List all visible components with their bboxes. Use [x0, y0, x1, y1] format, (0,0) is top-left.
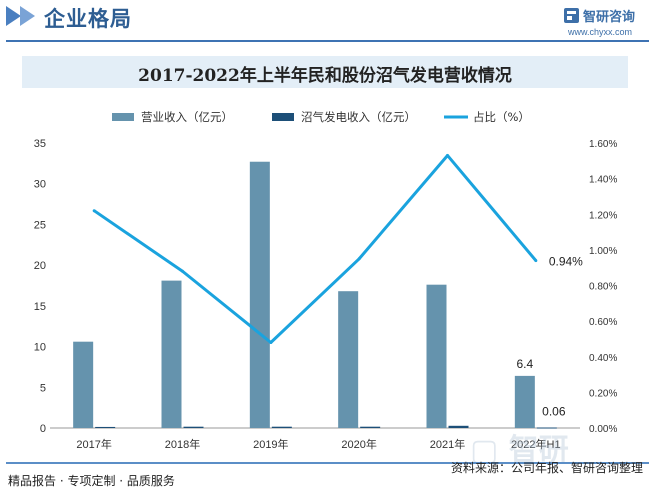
biogas-revenue-bar — [183, 426, 204, 428]
brand-url: www.chyxx.com — [568, 27, 633, 37]
chart-data-labels: 6.4 0.06 0.94% — [516, 255, 583, 419]
y-left-tick-label: 5 — [40, 382, 46, 394]
header-marker-icon-2 — [20, 6, 35, 26]
legend-swatch — [272, 113, 294, 121]
x-tick-label: 2021年 — [430, 437, 465, 451]
biogas-revenue-bar — [95, 426, 116, 428]
footer-source: 资料来源：公司年报、智研咨询整理 — [450, 461, 643, 475]
y-right-tick-label: 0.40% — [589, 353, 617, 364]
legend-label: 沼气发电收入（亿元） — [301, 110, 416, 124]
brand-logo-icon — [564, 8, 579, 23]
header-divider — [6, 40, 649, 42]
data-label: 0.06 — [542, 405, 566, 419]
data-label: 6.4 — [516, 357, 533, 371]
share-line — [93, 153, 537, 344]
biogas-revenue-bar — [360, 426, 381, 428]
data-label: 0.94% — [549, 255, 583, 269]
chart-line — [92, 153, 538, 344]
biogas-revenue-bar — [536, 427, 557, 429]
share-point — [534, 259, 538, 263]
header-marker-icon — [6, 6, 21, 26]
y-right-tick-label: 0.20% — [589, 388, 617, 399]
y-left-tick-label: 10 — [34, 342, 46, 354]
share-point — [357, 257, 361, 261]
revenue-bar — [161, 280, 182, 428]
footer-divider — [6, 462, 649, 464]
y-left-tick-label: 25 — [34, 219, 46, 231]
x-tick-label: 2018年 — [165, 437, 200, 451]
brand-name: 智研咨询 — [583, 10, 636, 25]
y-left-tick-label: 15 — [34, 301, 46, 313]
y-right-tick-label: 1.60% — [589, 139, 617, 150]
chart-axes: 0 5 10 15 20 25 30 35 0.00% 0.20% 0.40% 0.60% 0.80% 1… — [34, 138, 618, 451]
y-right-tick-label: 0.00% — [589, 424, 617, 435]
revenue-bar — [426, 284, 447, 428]
share-point — [181, 269, 184, 273]
y-left-tick-label: 20 — [34, 260, 46, 272]
legend-label: 占比（%） — [473, 110, 530, 124]
y-left-tick-label: 0 — [40, 423, 46, 435]
biogas-revenue-bar — [448, 425, 469, 428]
y-right-tick-label: 0.80% — [589, 282, 617, 293]
share-point — [92, 209, 96, 213]
x-tick-label: 2019年 — [253, 437, 288, 451]
revenue-bar — [73, 341, 94, 428]
biogas-revenue-bar — [271, 426, 292, 428]
x-tick-label: 2020年 — [341, 437, 376, 451]
revenue-bar — [514, 375, 535, 428]
share-point — [269, 341, 273, 344]
legend-swatch — [112, 113, 134, 121]
x-tick-label: 2022年H1 — [511, 437, 561, 451]
y-right-tick-label: 0.60% — [589, 317, 617, 328]
x-tick-label: 2017年 — [76, 437, 111, 451]
chart-title: 2017-2022年上半年民和股份沼气发电营收情况 — [138, 66, 512, 86]
chart-bars — [73, 161, 557, 429]
legend-label: 营业收入（亿元） — [141, 110, 233, 124]
chart-legend: 营业收入（亿元） 沼气发电收入（亿元） 占比（%） — [112, 110, 530, 124]
revenue-bar — [249, 161, 270, 428]
y-right-tick-label: 1.40% — [589, 175, 617, 186]
page-title: 企业格局 — [44, 7, 132, 31]
footer-slogan: 精品报告 · 专项定制 · 品质服务 — [8, 474, 175, 488]
revenue-bar — [338, 291, 359, 428]
share-point — [446, 153, 449, 157]
y-right-tick-label: 1.00% — [589, 246, 617, 257]
chart-title-bar: 2017-2022年上半年民和股份沼气发电营收情况 — [22, 56, 628, 88]
y-right-tick-label: 1.20% — [589, 210, 617, 221]
y-left-tick-label: 30 — [34, 179, 46, 191]
y-left-tick-label: 35 — [34, 138, 46, 150]
